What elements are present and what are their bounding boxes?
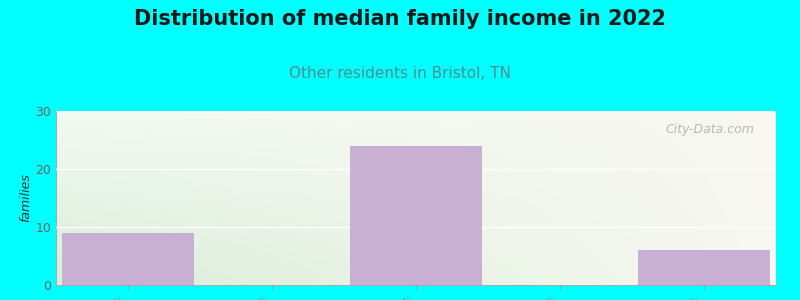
Text: Other residents in Bristol, TN: Other residents in Bristol, TN — [289, 66, 511, 81]
Text: City-Data.com: City-Data.com — [666, 123, 754, 136]
Bar — [638, 250, 770, 285]
Bar — [350, 146, 482, 285]
Y-axis label: families: families — [19, 174, 33, 222]
Bar — [62, 233, 194, 285]
Text: Distribution of median family income in 2022: Distribution of median family income in … — [134, 9, 666, 29]
